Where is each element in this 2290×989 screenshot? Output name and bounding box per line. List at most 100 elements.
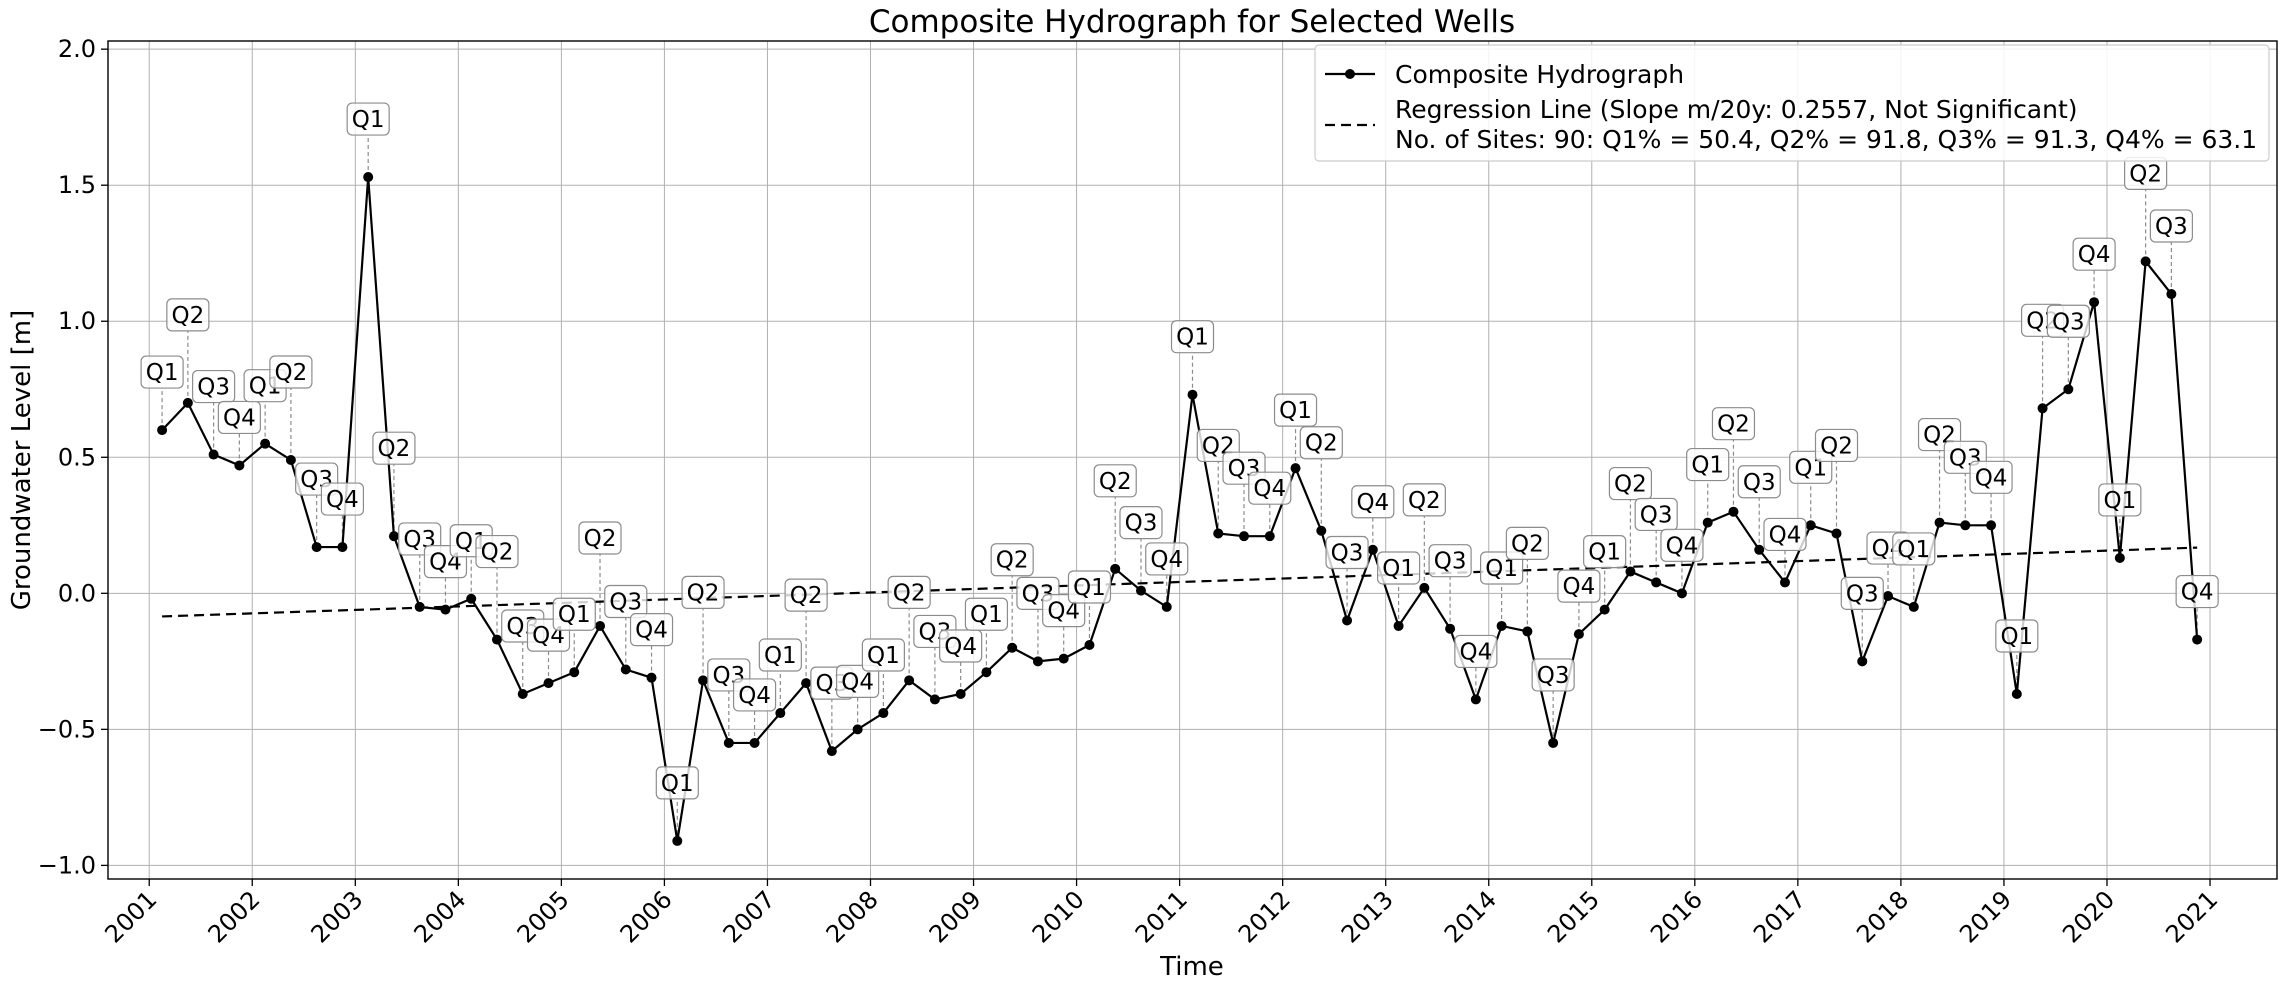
y-axis-ticks: −1.0 −0.5 0.0 0.5 1.0 1.5 2.0 (38, 35, 108, 879)
data-point (1651, 577, 1662, 588)
data-point (1419, 582, 1430, 593)
quarter-label-box (2098, 483, 2142, 517)
plot-frame (107, 40, 2278, 880)
quarter-label-box (758, 638, 802, 672)
x-tick-label: 2014 (1439, 885, 1502, 948)
x-tick-label: 2004 (409, 885, 472, 948)
quarter-label: Q4 (738, 683, 771, 709)
quarter-labels: Q1Q2Q3Q4Q1Q2Q3Q4Q1Q2Q3Q4Q1Q2Q3Q4Q1Q2Q3Q4… (140, 102, 2219, 800)
quarter-label: Q1 (558, 602, 591, 628)
quarter-label: Q4 (1356, 490, 1389, 516)
data-points (157, 172, 2203, 846)
x-tick-label: 2006 (615, 885, 678, 948)
quarter-label-box (836, 664, 880, 698)
quarter-label: Q1 (1073, 575, 1106, 601)
quarter-label-box (1145, 542, 1189, 576)
quarter-label: Q1 (970, 602, 1003, 628)
x-tick-label: 2003 (306, 885, 369, 948)
x-tick-label: 2001 (99, 885, 162, 948)
quarter-label-box (1093, 464, 1137, 498)
legend-sites-label: No. of Sites: 90: Q1% = 50.4, Q2% = 91.8… (1395, 125, 2257, 154)
quarter-label-box (1248, 471, 1292, 505)
data-point (1239, 531, 1250, 542)
quarter-label: Q4 (1769, 522, 1802, 548)
quarter-label-box (1583, 535, 1627, 569)
quarter-label: Q1 (352, 107, 385, 133)
x-axis-title: Time (1159, 952, 1224, 982)
x-tick-label: 2018 (1851, 885, 1914, 948)
quarter-label: Q2 (1408, 488, 1441, 514)
legend: Composite Hydrograph Regression Line (Sl… (1314, 44, 2270, 162)
x-tick-label: 2007 (718, 885, 781, 948)
data-point (1342, 615, 1353, 626)
data-point (1110, 563, 1121, 574)
quarter-label-box (166, 298, 210, 332)
quarter-label-box (192, 369, 236, 404)
quarter-label: Q2 (171, 303, 204, 329)
y-tick-label: 0.5 (58, 443, 96, 471)
legend-box (1314, 44, 2270, 162)
data-point (1573, 629, 1584, 640)
y-tick-label: −0.5 (38, 715, 96, 743)
data-point (1883, 591, 1894, 602)
x-tick-label: 2015 (1542, 885, 1605, 948)
quarter-label-box (2072, 237, 2116, 271)
chart-title: Composite Hydrograph for Selected Wells (869, 4, 1515, 40)
quarter-label: Q1 (2103, 488, 2136, 514)
data-point (1779, 577, 1790, 588)
data-point (311, 542, 322, 553)
data-point (1135, 585, 1146, 596)
x-tick-label: 2009 (924, 885, 987, 948)
data-point (182, 397, 193, 408)
data-point (1058, 653, 1069, 664)
regression-line (162, 546, 2198, 618)
quarter-label: Q3 (1846, 581, 1879, 607)
x-tick-label: 2019 (1954, 885, 2017, 948)
quarter-label: Q1 (1691, 453, 1724, 479)
y-tick-label: 1.5 (58, 171, 96, 199)
quarter-label: Q4 (1563, 574, 1596, 600)
data-point (826, 746, 837, 757)
quarter-label: Q3 (1640, 502, 1673, 528)
quarter-label-box (2046, 304, 2090, 338)
data-point (878, 708, 889, 719)
x-tick-label: 2021 (2160, 885, 2223, 948)
quarter-label-box (655, 766, 699, 800)
quarter-label: Q2 (584, 526, 617, 552)
quarter-label-box (1737, 465, 1781, 499)
quarter-label-box (1660, 528, 1704, 562)
data-point (1960, 520, 1971, 531)
data-point (1857, 656, 1868, 667)
data-point (543, 678, 554, 689)
quarter-label-box (372, 431, 416, 465)
quarter-label: Q2 (1511, 531, 1544, 557)
quarter-label: Q4 (326, 487, 359, 513)
quarter-label: Q2 (790, 583, 823, 609)
quarter-label-box (887, 575, 931, 609)
quarter-label: Q4 (1253, 476, 1286, 502)
x-axis-ticks: 2001 2002 2003 2004 2005 2006 2007 2008 2009 2010… (99, 879, 2223, 948)
data-point (1754, 544, 1765, 555)
quarter-label-box (732, 678, 777, 712)
data-point (2063, 384, 2074, 395)
x-tick-label: 2011 (1130, 885, 1193, 948)
quarter-label-box (1763, 517, 1807, 552)
data-point (414, 601, 425, 612)
data-point (337, 542, 348, 553)
data-point (2011, 688, 2022, 699)
quarter-label-box (964, 597, 1009, 631)
quarter-label-box (1995, 619, 2039, 653)
data-point (1548, 737, 1559, 748)
quarter-label-box (1608, 466, 1653, 501)
quarter-label: Q1 (146, 360, 179, 386)
quarter-label: Q2 (893, 580, 926, 606)
x-tick-label: 2002 (203, 885, 266, 948)
quarter-label-box (1170, 320, 1215, 354)
quarter-label-box (784, 578, 828, 612)
data-point (620, 664, 631, 675)
data-point (981, 667, 992, 678)
data-point (1831, 528, 1842, 539)
quarter-label: Q3 (1125, 511, 1158, 537)
x-tick-label: 2020 (2057, 885, 2120, 948)
data-point (904, 675, 915, 686)
